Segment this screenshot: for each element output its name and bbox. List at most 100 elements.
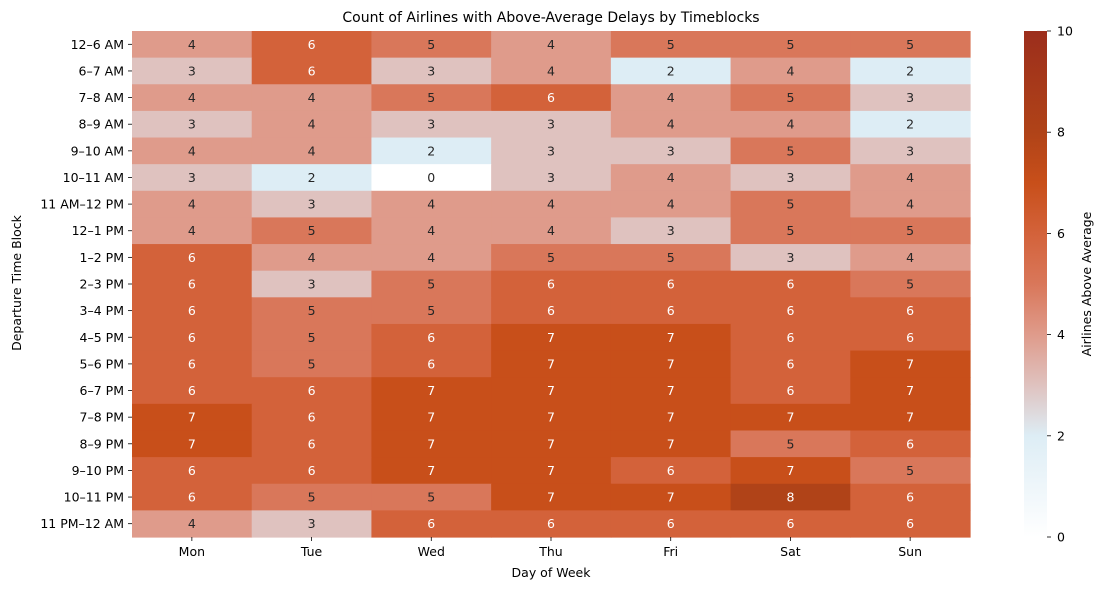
cell-value-label: 5: [786, 223, 794, 238]
heatmap-cell: [730, 57, 851, 85]
heatmap-cell: [730, 323, 851, 352]
heatmap-cell: [251, 510, 373, 538]
y-tick-label: 8–9 AM: [79, 117, 124, 132]
cell-value-label: 7: [786, 463, 794, 478]
colorbar-tick-label: 2: [1057, 428, 1065, 443]
cell-value-label: 3: [547, 117, 555, 132]
heatmap-cell: [610, 297, 732, 325]
heatmap-cell: [132, 31, 253, 59]
y-tick-label: 6–7 AM: [79, 63, 124, 78]
cell-value-label: 7: [427, 463, 435, 478]
cell-value-label: 3: [667, 223, 675, 238]
heatmap-cell: [371, 510, 492, 538]
cell-value-label: 4: [667, 197, 675, 212]
heatmap-cell: [371, 297, 492, 325]
cell-value-label: 6: [308, 463, 316, 478]
colorbar-tick-label: 4: [1057, 327, 1065, 342]
x-tick-label: Sat: [780, 544, 801, 559]
heatmap-cell: [850, 244, 971, 272]
cell-value-label: 5: [308, 330, 316, 345]
heatmap-cell: [371, 244, 492, 272]
cell-value-label: 6: [427, 356, 435, 371]
cell-value-label: 7: [667, 410, 675, 425]
heatmap-cell: [251, 110, 373, 139]
heatmap-cell: [610, 377, 732, 405]
cell-value-label: 5: [906, 277, 914, 292]
cell-value-label: 6: [308, 63, 316, 78]
heatmap-cell: [850, 483, 971, 511]
y-tick-label: 11 AM–12 PM: [40, 197, 124, 212]
heatmap-cell: [491, 483, 612, 511]
cell-value-label: 3: [188, 117, 196, 132]
cell-value-label: 7: [547, 330, 555, 345]
cell-value-label: 6: [188, 303, 196, 318]
heatmap-cell: [251, 457, 373, 485]
cell-value-label: 3: [188, 63, 196, 78]
heatmap-cell: [132, 457, 253, 485]
cell-value-label: 7: [427, 410, 435, 425]
heatmap-cell: [730, 457, 851, 485]
heatmap-cell: [850, 110, 971, 139]
heatmap-cell: [730, 84, 851, 112]
cell-value-label: 6: [308, 410, 316, 425]
heatmap-cell: [850, 350, 971, 378]
heatmap-cell: [251, 244, 373, 272]
heatmap-cell: [371, 377, 492, 405]
cell-value-label: 3: [308, 516, 316, 531]
x-tick-label: Wed: [418, 544, 445, 559]
heatmap-cell: [491, 510, 612, 538]
heatmap-cell: [132, 323, 253, 352]
heatmap-cell: [850, 510, 971, 538]
heatmap-cell: [491, 217, 612, 245]
cell-value-label: 3: [786, 250, 794, 265]
cell-value-label: 7: [188, 436, 196, 451]
heatmap-cell: [610, 323, 732, 352]
y-tick-label: 12–1 PM: [72, 223, 124, 238]
heatmap-cell: [850, 217, 971, 245]
cell-value-label: 4: [906, 170, 914, 185]
heatmap-cell: [491, 430, 612, 458]
y-tick-label: 11 PM–12 AM: [40, 516, 124, 531]
cell-value-label: 4: [308, 117, 316, 132]
heatmap-cell: [251, 270, 373, 298]
colorbar-tick-label: 10: [1057, 24, 1073, 39]
cell-value-label: 7: [667, 490, 675, 505]
heatmap-cell: [491, 164, 612, 192]
y-tick-label: 1–2 PM: [80, 250, 124, 265]
y-tick-label: 7–8 AM: [79, 90, 124, 105]
heatmap-cell: [251, 137, 373, 165]
cell-value-label: 6: [906, 436, 914, 451]
heatmap-cell: [730, 244, 851, 272]
cell-value-label: 4: [188, 223, 196, 238]
cell-value-label: 8: [786, 490, 794, 505]
heatmap-cell: [610, 84, 732, 112]
cell-value-label: 5: [308, 303, 316, 318]
x-tick-label: Tue: [300, 544, 323, 559]
cell-value-label: 3: [427, 63, 435, 78]
cell-value-label: 4: [547, 63, 555, 78]
heatmap-cell: [371, 403, 492, 432]
heatmap-cell: [610, 57, 732, 85]
heatmap-cell: [850, 190, 971, 219]
heatmap-cell: [610, 31, 732, 59]
cell-value-label: 6: [786, 356, 794, 371]
cell-value-label: 5: [906, 37, 914, 52]
cell-value-label: 6: [786, 516, 794, 531]
y-tick-label: 10–11 PM: [64, 490, 124, 505]
cell-value-label: 7: [547, 490, 555, 505]
cell-value-label: 4: [427, 250, 435, 265]
heatmap-cell: [491, 377, 612, 405]
cell-value-label: 4: [667, 117, 675, 132]
cell-value-label: 7: [667, 330, 675, 345]
y-tick-label: 5–6 PM: [80, 356, 124, 371]
heatmap-cell: [371, 323, 492, 352]
heatmap-cell: [850, 323, 971, 352]
heatmap-cell: [491, 270, 612, 298]
cell-value-label: 6: [667, 463, 675, 478]
heatmap-cell: [251, 483, 373, 511]
heatmap-cell: [491, 57, 612, 85]
heatmap-cell: [610, 244, 732, 272]
heatmap-cell: [730, 483, 851, 511]
heatmap-cell: [610, 457, 732, 485]
cell-value-label: 2: [308, 170, 316, 185]
